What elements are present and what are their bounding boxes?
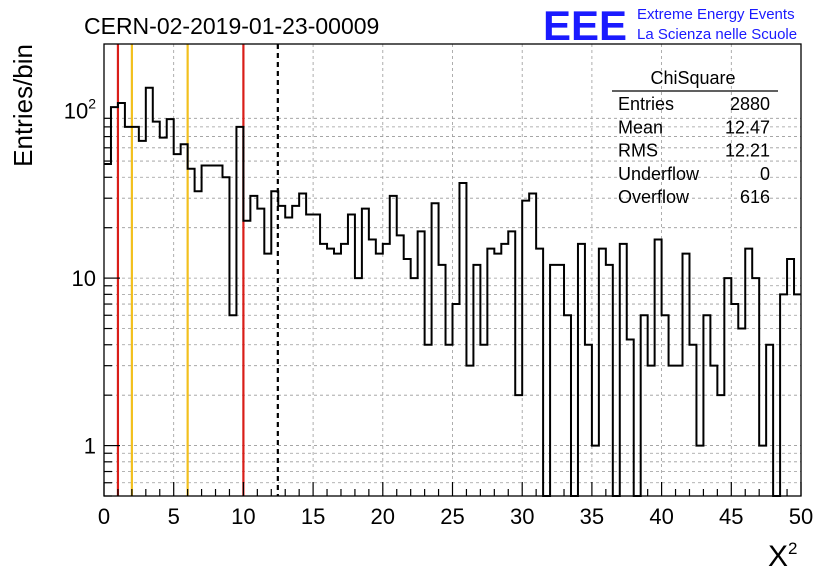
eee-logo: EEE Extreme Energy Events La Scienza nel…	[543, 2, 797, 49]
x-tick-label: 50	[789, 504, 813, 529]
stats-rows: Entries 2880 Mean 12.47 RMS 12.21 Underflow 0 Ov…	[618, 94, 770, 207]
y-tick-label: 10	[72, 266, 96, 291]
stats-box: ChiSquare Entries 2880 Mean 12.47 RMS 12.21 Un…	[612, 68, 778, 207]
x-tick-label: 40	[649, 504, 673, 529]
stats-title: ChiSquare	[650, 68, 735, 88]
tick-labels: 0 5 10 15 20 25 30 35 40 45 50 1 10 102	[64, 96, 814, 529]
y-tick-label: 102	[64, 96, 96, 124]
logo-line-2: La Scienza nelle Scuole	[637, 26, 797, 43]
x-tick-label: 5	[168, 504, 180, 529]
logo-line-1: Extreme Energy Events	[637, 6, 795, 23]
stats-row-label: RMS	[618, 141, 658, 161]
axis-ticks	[103, 117, 802, 497]
y-axis-label: Entries/bin	[8, 44, 38, 167]
plot-frame	[103, 43, 802, 497]
stats-row-value: 616	[740, 187, 770, 207]
chart-title: CERN-02-2019-01-23-00009	[84, 13, 379, 39]
stats-row-value: 12.47	[725, 117, 770, 137]
stats-row-value: 2880	[730, 94, 770, 114]
logo-text: EEE	[543, 2, 627, 49]
stats-row-label: Underflow	[618, 164, 700, 184]
x-axis-label: X2	[768, 539, 797, 572]
histogram-outline	[104, 86, 801, 497]
x-tick-label: 35	[580, 504, 604, 529]
x-axis-label-base: X	[768, 540, 788, 572]
x-tick-label: 0	[98, 504, 110, 529]
stats-row-value: 12.21	[725, 141, 770, 161]
x-tick-label: 20	[371, 504, 395, 529]
y-tick-label: 1	[84, 434, 96, 459]
stats-row-label: Overflow	[618, 187, 690, 207]
x-tick-label: 15	[301, 504, 325, 529]
stats-row-label: Entries	[618, 94, 674, 114]
x-axis-label-superscript: 2	[788, 539, 797, 558]
x-tick-label: 25	[440, 504, 464, 529]
reference-lines	[116, 44, 279, 496]
x-tick-label: 10	[231, 504, 255, 529]
stats-row-label: Mean	[618, 117, 663, 137]
x-tick-label: 45	[719, 504, 743, 529]
x-tick-label: 30	[510, 504, 534, 529]
stats-row-value: 0	[760, 164, 770, 184]
